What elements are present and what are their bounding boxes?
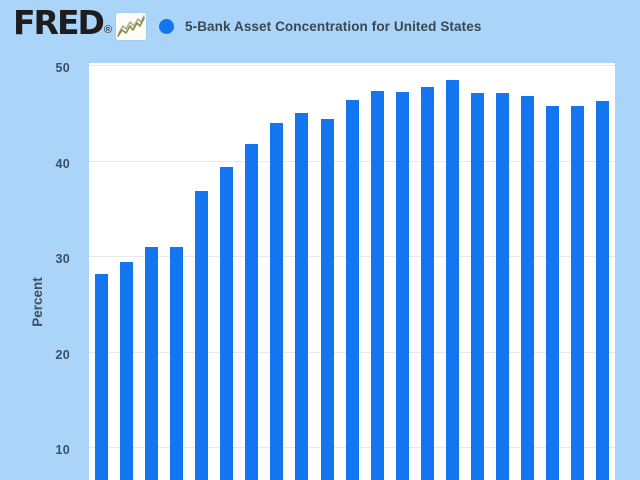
y-tick-label-20: 20	[55, 347, 70, 362]
bar[interactable]	[395, 91, 409, 480]
registered-trademark: ®	[103, 24, 112, 36]
fred-sparkline-icon	[116, 13, 146, 40]
bar[interactable]	[145, 247, 159, 480]
bar[interactable]	[370, 90, 384, 480]
plot-area[interactable]	[89, 63, 615, 480]
fred-logo[interactable]: FRED ®	[13, 6, 146, 40]
bar[interactable]	[245, 144, 259, 480]
gridline-50	[89, 65, 615, 66]
bar[interactable]	[220, 167, 234, 480]
bar[interactable]	[420, 87, 434, 480]
y-tick-label-10: 10	[55, 443, 70, 457]
y-tick-label-30: 30	[55, 252, 70, 266]
bar[interactable]	[545, 106, 559, 480]
series-color-dot-icon	[159, 19, 174, 34]
bar[interactable]	[270, 123, 284, 480]
series-title: 5-Bank Asset Concentration for United St…	[185, 19, 482, 34]
bar[interactable]	[295, 112, 309, 480]
bar[interactable]	[495, 92, 509, 480]
series-legend: 5-Bank Asset Concentration for United St…	[159, 19, 481, 34]
bar[interactable]	[596, 101, 609, 480]
bar[interactable]	[170, 246, 184, 480]
bar[interactable]	[320, 119, 334, 480]
bar[interactable]	[445, 80, 459, 480]
bar[interactable]	[570, 106, 584, 480]
y-tick-label-40: 40	[55, 156, 70, 171]
bar[interactable]	[520, 95, 534, 480]
bar[interactable]	[195, 191, 209, 480]
y-axis-title: Percent	[30, 277, 45, 327]
bar[interactable]	[345, 100, 359, 480]
bar[interactable]	[470, 92, 484, 480]
bar[interactable]	[95, 274, 108, 480]
y-tick-label-50: 50	[55, 61, 70, 75]
bar[interactable]	[120, 261, 134, 480]
fred-logo-text: FRED	[13, 3, 105, 42]
